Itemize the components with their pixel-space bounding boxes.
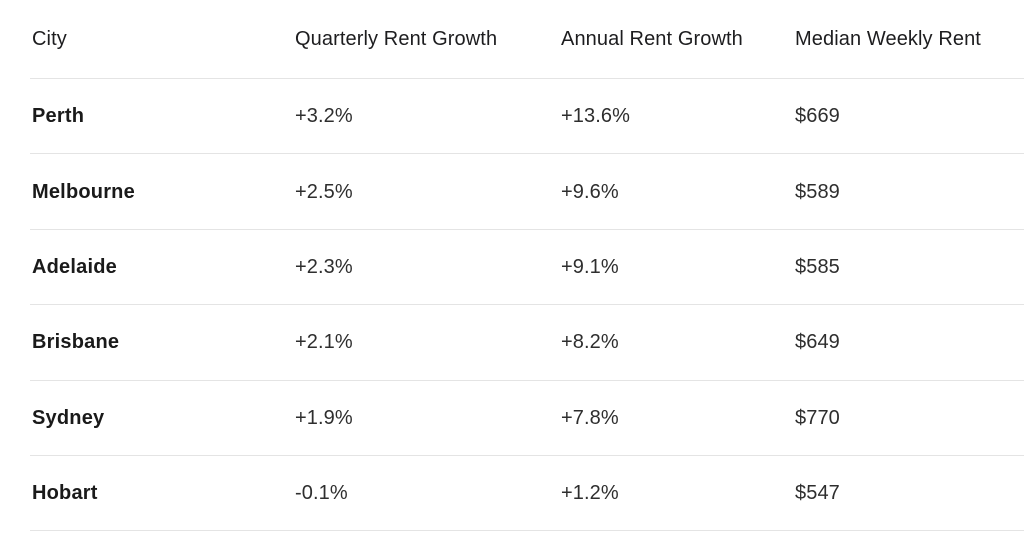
table-row: Sydney +1.9% +7.8% $770 — [30, 381, 1024, 456]
median-weekly-rent-cell: $547 — [795, 482, 840, 505]
quarterly-rent-growth-cell: -0.1% — [295, 482, 348, 505]
city-cell: Melbourne — [32, 180, 135, 203]
median-weekly-rent-cell: $589 — [795, 180, 840, 203]
column-header-annual-rent-growth: Annual Rent Growth — [561, 28, 743, 50]
median-weekly-rent-cell: $669 — [795, 105, 840, 128]
annual-rent-growth-cell: +9.6% — [561, 180, 619, 203]
table-row: Perth +3.2% +13.6% $669 — [30, 79, 1024, 155]
city-cell: Sydney — [32, 406, 105, 429]
city-cell: Adelaide — [32, 255, 117, 278]
median-weekly-rent-cell: $649 — [795, 331, 840, 354]
rent-growth-table: City Quarterly Rent Growth Annual Rent G… — [30, 0, 1024, 532]
quarterly-rent-growth-cell: +2.3% — [295, 255, 353, 278]
column-header-quarterly-rent-growth: Quarterly Rent Growth — [295, 28, 498, 50]
quarterly-rent-growth-cell: +1.9% — [295, 406, 353, 429]
table-header-row: City Quarterly Rent Growth Annual Rent G… — [30, 0, 1024, 79]
column-header-median-weekly-rent: Median Weekly Rent — [795, 28, 981, 50]
median-weekly-rent-cell: $585 — [795, 255, 840, 278]
annual-rent-growth-cell: +8.2% — [561, 331, 619, 354]
column-header-city: City — [32, 28, 67, 50]
quarterly-rent-growth-cell: +2.5% — [295, 180, 353, 203]
table-row: Adelaide +2.3% +9.1% $585 — [30, 230, 1024, 306]
annual-rent-growth-cell: +1.2% — [561, 482, 619, 505]
table-row: Melbourne +2.5% +9.6% $589 — [30, 154, 1024, 230]
median-weekly-rent-cell: $770 — [795, 406, 840, 429]
annual-rent-growth-cell: +13.6% — [561, 105, 630, 128]
quarterly-rent-growth-cell: +2.1% — [295, 331, 353, 354]
table-row: Hobart -0.1% +1.2% $547 — [30, 456, 1024, 532]
city-cell: Perth — [32, 105, 85, 128]
city-cell: Hobart — [32, 482, 98, 505]
quarterly-rent-growth-cell: +3.2% — [295, 105, 353, 128]
table-row: Brisbane +2.1% +8.2% $649 — [30, 305, 1024, 381]
annual-rent-growth-cell: +9.1% — [561, 255, 619, 278]
city-cell: Brisbane — [32, 331, 120, 354]
annual-rent-growth-cell: +7.8% — [561, 406, 619, 429]
